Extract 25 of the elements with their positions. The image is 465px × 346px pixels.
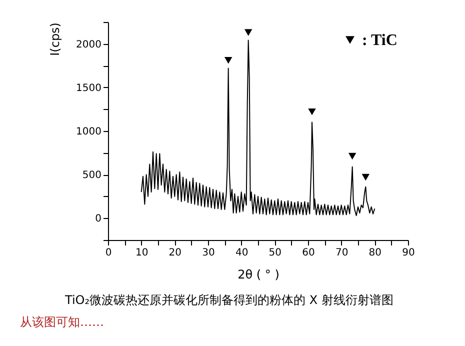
x-tick-label: 10 [135, 248, 148, 258]
y-tick-label: 1000 [76, 126, 102, 138]
point [308, 108, 316, 116]
x-tick-label: 90 [402, 248, 415, 258]
x-tick-label: 60 [302, 248, 315, 258]
x-axis-title: 2θ ( ° ) [238, 268, 280, 282]
y-tick-label: 1500 [76, 82, 102, 94]
point [224, 57, 232, 64]
x-tick-label: 20 [168, 248, 182, 258]
x-tick-label: 70 [335, 248, 348, 258]
point [244, 29, 252, 36]
y-tick-label: 0 [95, 214, 102, 225]
x-tick-label: 40 [235, 248, 248, 258]
y-axis-title: I(cps) [48, 22, 62, 56]
x-tick-label: 80 [368, 248, 382, 258]
x-tick-label: 30 [202, 248, 215, 258]
y-tick-label: 500 [82, 170, 102, 182]
x-tick-label: 50 [268, 248, 282, 258]
legend-label: : TiC [362, 32, 398, 49]
x-tick-label: 0 [105, 248, 112, 258]
text: TiO₂微波碳热还原并碳化所制备得到的粉体的 X 射线衍射谱图 [64, 293, 394, 307]
text: 从该图可知…… [20, 315, 104, 329]
y-tick-label: 2000 [76, 39, 102, 50]
point [348, 152, 356, 160]
point [362, 174, 370, 181]
